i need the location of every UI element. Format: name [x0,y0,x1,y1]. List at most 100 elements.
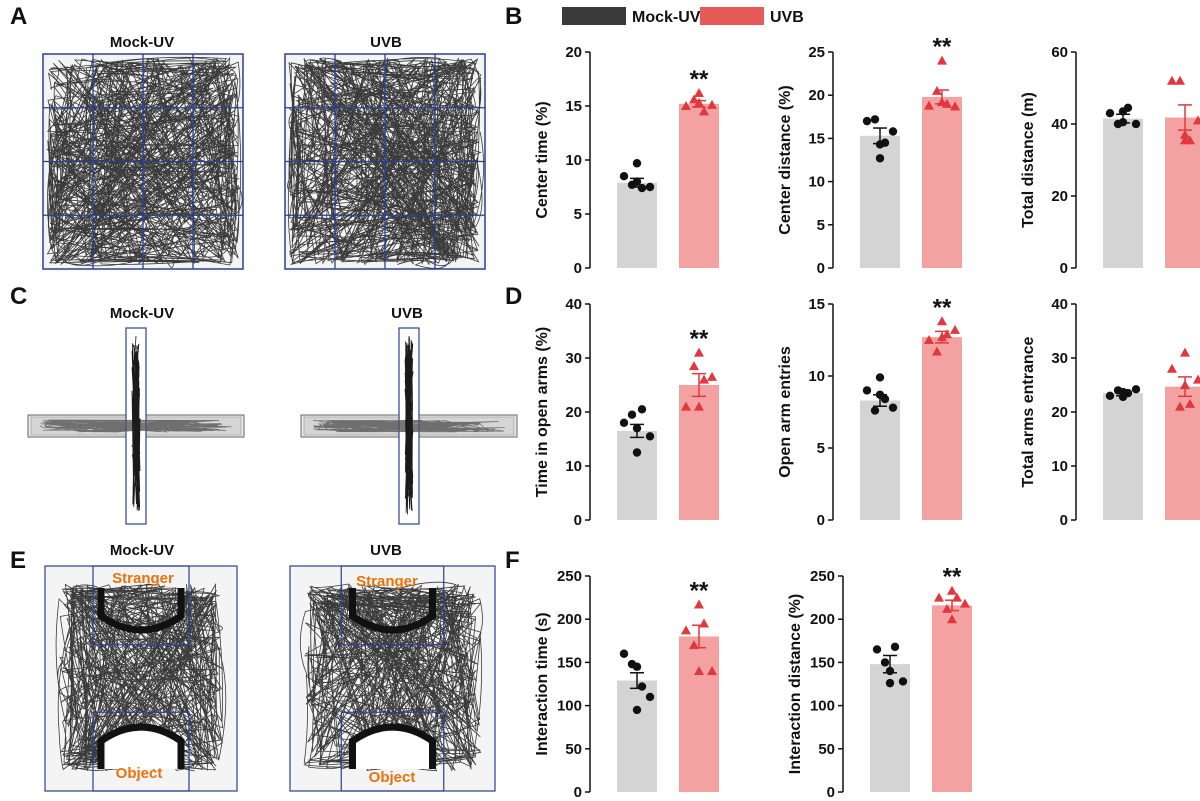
panel-e-mock-label: Mock-UV [110,542,174,559]
data-point-uvb [942,329,952,339]
data-point-mock [888,127,898,136]
y-tick-label: 100 [557,698,582,715]
y-tick-label: 60 [1051,44,1068,61]
bar-mock-uv [617,182,657,268]
data-point-uvb [699,374,709,384]
data-point-uvb [1167,363,1177,373]
y-tick-label: 10 [808,174,825,191]
open-arm-track [131,335,141,511]
data-point-uvb [694,666,704,676]
data-point-uvb [932,85,942,95]
closed-arm-track [39,419,232,433]
data-point-mock [637,183,647,193]
data-point-mock [627,410,637,419]
panel-c-mock-label: Mock-UV [110,305,174,322]
data-point-uvb [932,346,942,356]
data-point-mock [1105,391,1115,400]
y-tick-label: 10 [565,458,582,475]
y-tick-label: 0 [1060,260,1068,277]
y-tick-label: 10 [565,152,582,169]
arena-border [284,53,486,270]
y-axis-title: Interaction time (s) [534,612,551,755]
y-tick-label: 40 [565,296,582,313]
chart-open-arm-entries: 0 5 10 15 Open arm entries ** [777,294,962,529]
data-point-mock [880,658,890,667]
y-tick-label: 0 [574,512,582,529]
y-tick-label: 20 [565,44,582,61]
y-tick-label: 150 [810,654,835,671]
data-point-mock [885,678,895,688]
data-point-uvb [699,106,709,116]
panel-letter-d: D [505,283,522,310]
data-point-mock [619,649,629,658]
y-tick-label: 5 [817,217,825,234]
y-tick-label: 10 [808,368,825,385]
data-point-mock [632,424,642,433]
stranger-zone [340,565,445,646]
panel-letter-f: F [505,547,520,574]
data-point-mock [1118,118,1128,127]
stranger-cage-outline [97,588,185,634]
movement-track [45,56,243,268]
data-point-mock [637,405,647,414]
data-point-uvb [1180,135,1190,145]
panel-e-uvb-label: UVB [370,542,402,559]
open-field-track-mock [42,53,244,270]
data-point-uvb [924,335,934,344]
y-tick-label: 20 [565,404,582,421]
data-point-mock [1118,107,1128,116]
bar-mock-uv [1103,393,1143,520]
data-point-uvb [937,55,947,65]
y-tick-label: 50 [565,741,582,758]
data-point-uvb [950,101,960,111]
data-point-uvb [1185,398,1195,408]
data-point-mock [862,386,872,395]
y-tick-label: 0 [817,512,825,529]
y-tick-label: 0 [1060,512,1068,529]
panel-a-uvb-label: UVB [370,34,402,51]
significance-marker: ** [690,326,709,353]
y-tick-label: 0 [827,784,835,801]
y-tick-label: 20 [808,87,825,104]
data-point-mock [1131,385,1141,394]
data-point-uvb [1175,75,1185,85]
data-point-uvb [937,97,947,107]
legend-swatch-mock [562,7,626,25]
bar-mock-uv [860,400,900,520]
y-tick-label: 30 [565,350,582,367]
data-point-mock [632,159,642,168]
y-tick-label: 0 [574,784,582,801]
bar-uvb [922,96,962,268]
y-axis-title: Center distance (%) [777,85,794,234]
data-point-uvb [1180,347,1190,357]
plus-maze-track-uvb [300,327,518,525]
data-point-uvb [681,401,691,411]
data-point-mock [875,373,885,382]
y-axis-title: Open arm entries [777,346,794,478]
legend-swatch-uvb [700,7,764,25]
panel-a-mock-label: Mock-UV [110,34,174,51]
bar-charts: 0 5 10 15 20 Center time (%) ** 0 5 10 15 20 25 Cente… [534,34,1200,801]
bar-uvb [922,337,962,520]
data-point-uvb [924,100,934,110]
data-point-mock [870,115,880,124]
data-point-uvb [694,97,704,107]
y-tick-label: 20 [1051,404,1068,421]
bar-mock-uv [1103,118,1143,268]
data-point-uvb [937,316,947,326]
chart-center-distance: 0 5 10 15 20 25 Center distance (%) ** [777,34,962,277]
significance-marker: ** [690,66,709,93]
data-point-uvb [1193,374,1200,384]
bar-uvb [679,636,719,792]
data-point-mock [645,182,655,192]
data-point-mock [898,677,908,686]
y-tick-label: 25 [808,44,825,61]
panel-letter-a: A [10,3,27,30]
stranger-cage-outline [349,588,436,634]
legend-label-mock: Mock-UV [632,9,701,26]
data-point-uvb [937,332,947,342]
data-point-mock [872,645,882,654]
y-tick-label: 250 [557,568,582,585]
data-point-uvb [960,598,970,608]
y-tick-label: 15 [808,296,825,313]
